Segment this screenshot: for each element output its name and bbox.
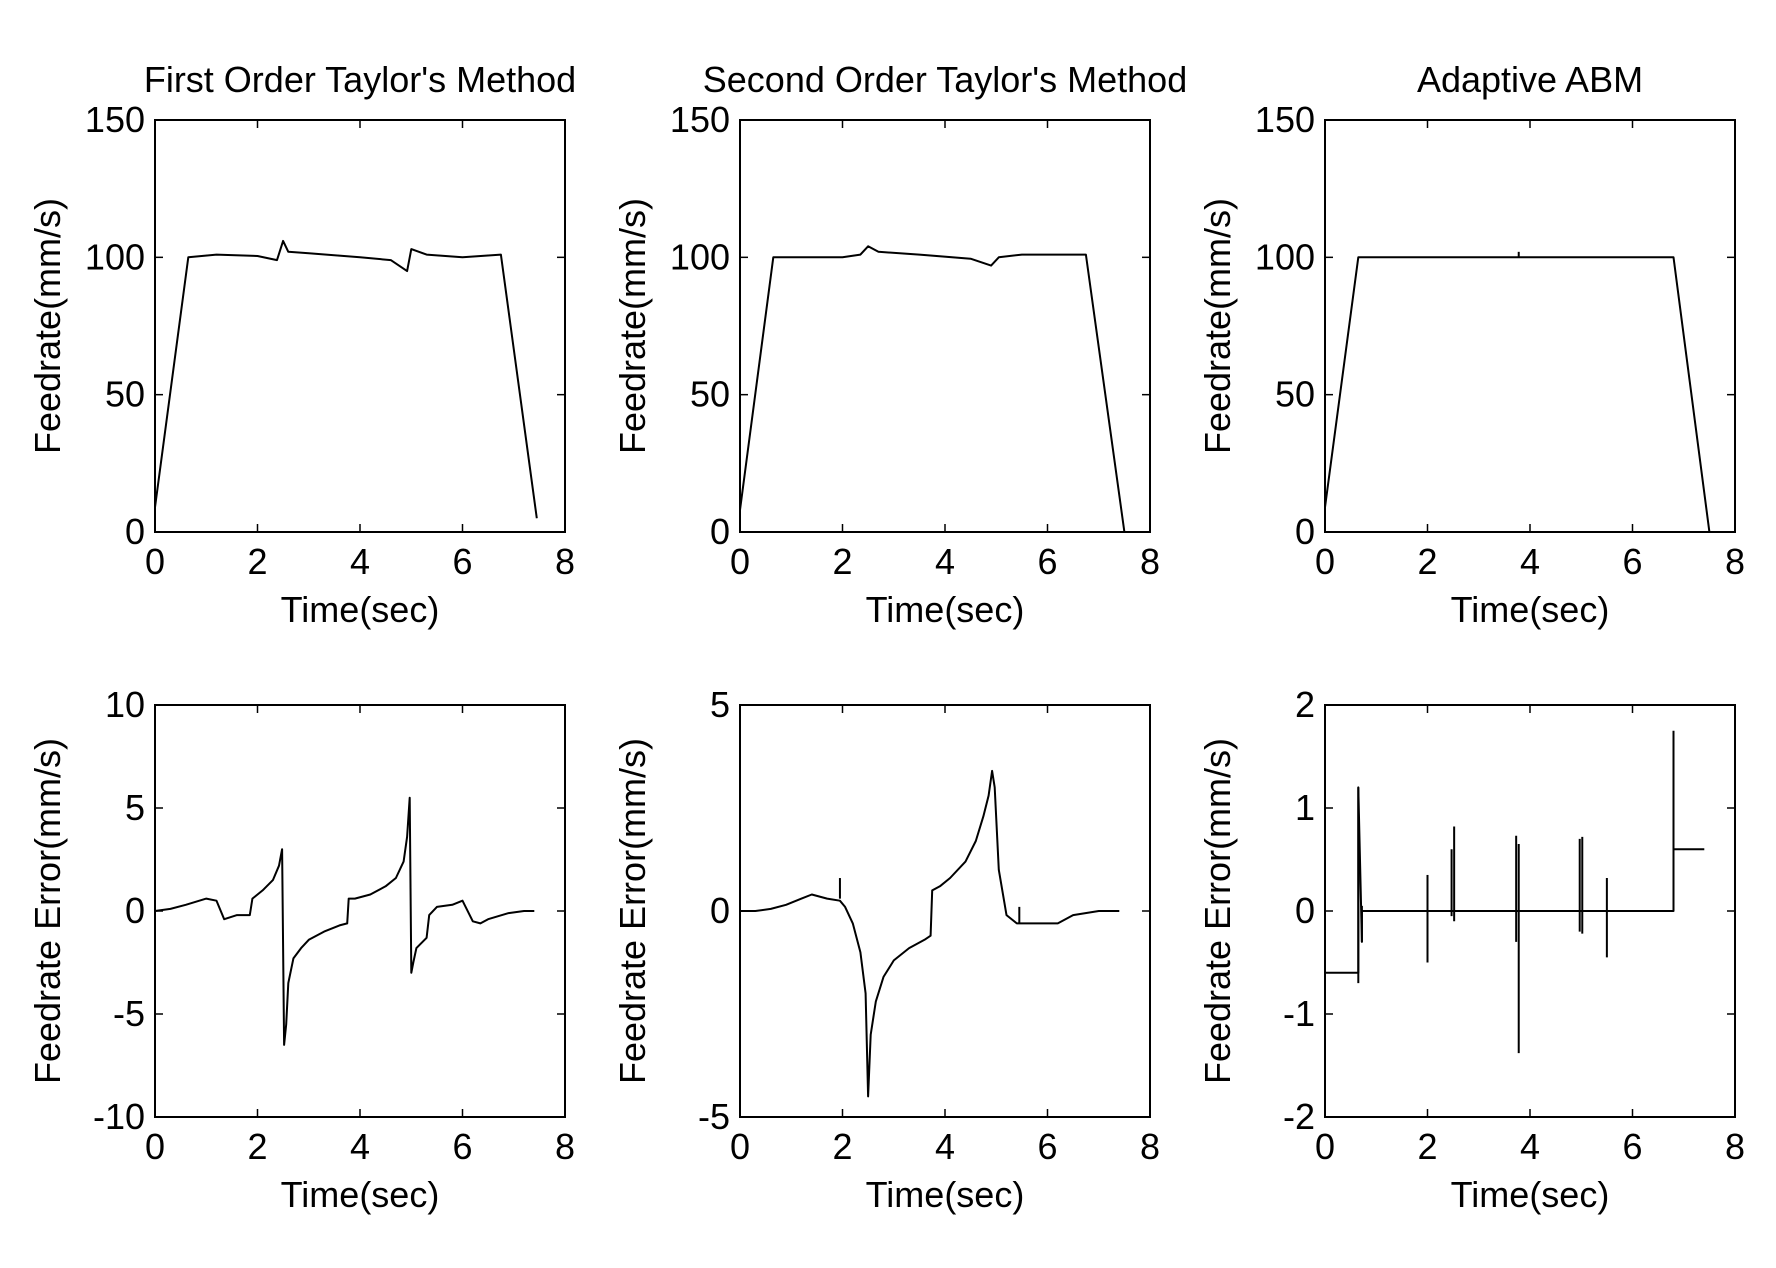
y-axis-label: Feedrate Error(mm/s) bbox=[1197, 738, 1238, 1084]
series-line-1 bbox=[739, 245, 1126, 533]
y-tick-label: 0 bbox=[1295, 890, 1315, 931]
x-axis-label: Time(sec) bbox=[1451, 1174, 1610, 1215]
y-tick-label: 50 bbox=[690, 374, 730, 415]
x-tick-label: 6 bbox=[1622, 541, 1642, 582]
y-tick-label: 50 bbox=[1275, 374, 1315, 415]
subplot-3: 0 2 4 6 8 0 50 100 150 Time(sec) Feedrate(mm/s) Ada… bbox=[1197, 59, 1745, 630]
series-line-1 bbox=[740, 769, 1120, 1098]
x-tick-label: 2 bbox=[247, 1126, 267, 1167]
y-tick-label: 0 bbox=[125, 890, 145, 931]
x-axis-label: Time(sec) bbox=[1451, 589, 1610, 630]
y-tick-label: 10 bbox=[105, 684, 145, 725]
x-tick-label: 0 bbox=[730, 1126, 750, 1167]
y-tick-label: 50 bbox=[105, 374, 145, 415]
x-tick-label: 2 bbox=[1417, 541, 1437, 582]
x-tick-label: 2 bbox=[832, 541, 852, 582]
y-tick-label: 100 bbox=[1255, 236, 1315, 277]
axes-frame bbox=[739, 704, 1151, 1118]
x-axis-label: Time(sec) bbox=[281, 1174, 440, 1215]
y-tick-label: -5 bbox=[113, 993, 145, 1034]
subplot-1: 0 2 4 6 8 0 50 100 150 Time(sec) Feedrate(mm/s) Fir… bbox=[27, 59, 576, 630]
x-tick-label: 4 bbox=[1520, 541, 1540, 582]
chart-title: First Order Taylor's Method bbox=[144, 59, 576, 100]
x-tick-label: 6 bbox=[1622, 1126, 1642, 1167]
y-axis-label: Feedrate(mm/s) bbox=[27, 198, 68, 454]
x-tick-label: 6 bbox=[452, 1126, 472, 1167]
x-tick-label: 0 bbox=[730, 541, 750, 582]
x-tick-label: 8 bbox=[1140, 541, 1160, 582]
x-tick-label: 8 bbox=[1140, 1126, 1160, 1167]
subplot-4: 0 2 4 6 8 -10 -5 0 5 10 Time(sec) Feedrate Error(mm… bbox=[27, 684, 575, 1215]
y-tick-label: 0 bbox=[125, 511, 145, 552]
x-tick-label: 8 bbox=[555, 1126, 575, 1167]
series-line-1 bbox=[154, 796, 535, 1046]
y-tick-label: 100 bbox=[85, 236, 145, 277]
x-tick-label: 0 bbox=[1315, 1126, 1335, 1167]
y-tick-label: -2 bbox=[1283, 1096, 1315, 1137]
chart-title: Adaptive ABM bbox=[1417, 59, 1643, 100]
x-axis-label: Time(sec) bbox=[866, 1174, 1025, 1215]
y-tick-label: 150 bbox=[85, 99, 145, 140]
y-tick-label: -5 bbox=[698, 1096, 730, 1137]
x-tick-label: 6 bbox=[1037, 1126, 1057, 1167]
x-tick-label: 4 bbox=[350, 1126, 370, 1167]
y-tick-label: 0 bbox=[1295, 511, 1315, 552]
y-tick-label: 0 bbox=[710, 511, 730, 552]
x-tick-label: 0 bbox=[145, 1126, 165, 1167]
axes-frame bbox=[154, 119, 566, 533]
y-tick-label: 150 bbox=[670, 99, 730, 140]
y-tick-label: -1 bbox=[1283, 993, 1315, 1034]
chart-title: Second Order Taylor's Method bbox=[703, 59, 1187, 100]
x-tick-label: 4 bbox=[1520, 1126, 1540, 1167]
x-tick-label: 2 bbox=[1417, 1126, 1437, 1167]
series-line-1 bbox=[1325, 786, 1705, 974]
y-tick-label: 100 bbox=[670, 236, 730, 277]
x-tick-label: 8 bbox=[1725, 1126, 1745, 1167]
subplot-6: 0 2 4 6 8 -2 -1 0 1 2 Time(sec) Feedrate Error(mm/s… bbox=[1197, 684, 1745, 1215]
subplot-2: 0 2 4 6 8 0 50 100 150 Time(sec) Feedrate(mm/s) Sec… bbox=[612, 59, 1187, 630]
x-tick-label: 0 bbox=[1315, 541, 1335, 582]
x-tick-label: 4 bbox=[935, 541, 955, 582]
y-axis-label: Feedrate Error(mm/s) bbox=[27, 738, 68, 1084]
y-tick-label: 5 bbox=[710, 684, 730, 725]
y-tick-label: 150 bbox=[1255, 99, 1315, 140]
y-tick-label: 2 bbox=[1295, 684, 1315, 725]
x-tick-label: 2 bbox=[832, 1126, 852, 1167]
x-tick-label: 2 bbox=[247, 541, 267, 582]
y-tick-label: -10 bbox=[93, 1096, 145, 1137]
series-line-1 bbox=[1324, 256, 1711, 533]
x-tick-label: 8 bbox=[1725, 541, 1745, 582]
y-tick-label: 1 bbox=[1295, 787, 1315, 828]
x-axis-label: Time(sec) bbox=[281, 589, 440, 630]
y-tick-label: 5 bbox=[125, 787, 145, 828]
x-tick-label: 0 bbox=[145, 541, 165, 582]
x-axis-label: Time(sec) bbox=[866, 589, 1025, 630]
x-tick-label: 4 bbox=[350, 541, 370, 582]
axes-frame bbox=[154, 704, 566, 1118]
y-tick-label: 0 bbox=[710, 890, 730, 931]
x-tick-label: 4 bbox=[935, 1126, 955, 1167]
x-tick-label: 6 bbox=[452, 541, 472, 582]
y-axis-label: Feedrate(mm/s) bbox=[612, 198, 653, 454]
x-tick-label: 8 bbox=[555, 541, 575, 582]
x-tick-label: 6 bbox=[1037, 541, 1057, 582]
axes-frame bbox=[739, 119, 1151, 533]
y-axis-label: Feedrate Error(mm/s) bbox=[612, 738, 653, 1084]
axes-frame bbox=[1324, 119, 1736, 533]
series-line-1 bbox=[154, 239, 538, 519]
y-axis-label: Feedrate(mm/s) bbox=[1197, 198, 1238, 454]
